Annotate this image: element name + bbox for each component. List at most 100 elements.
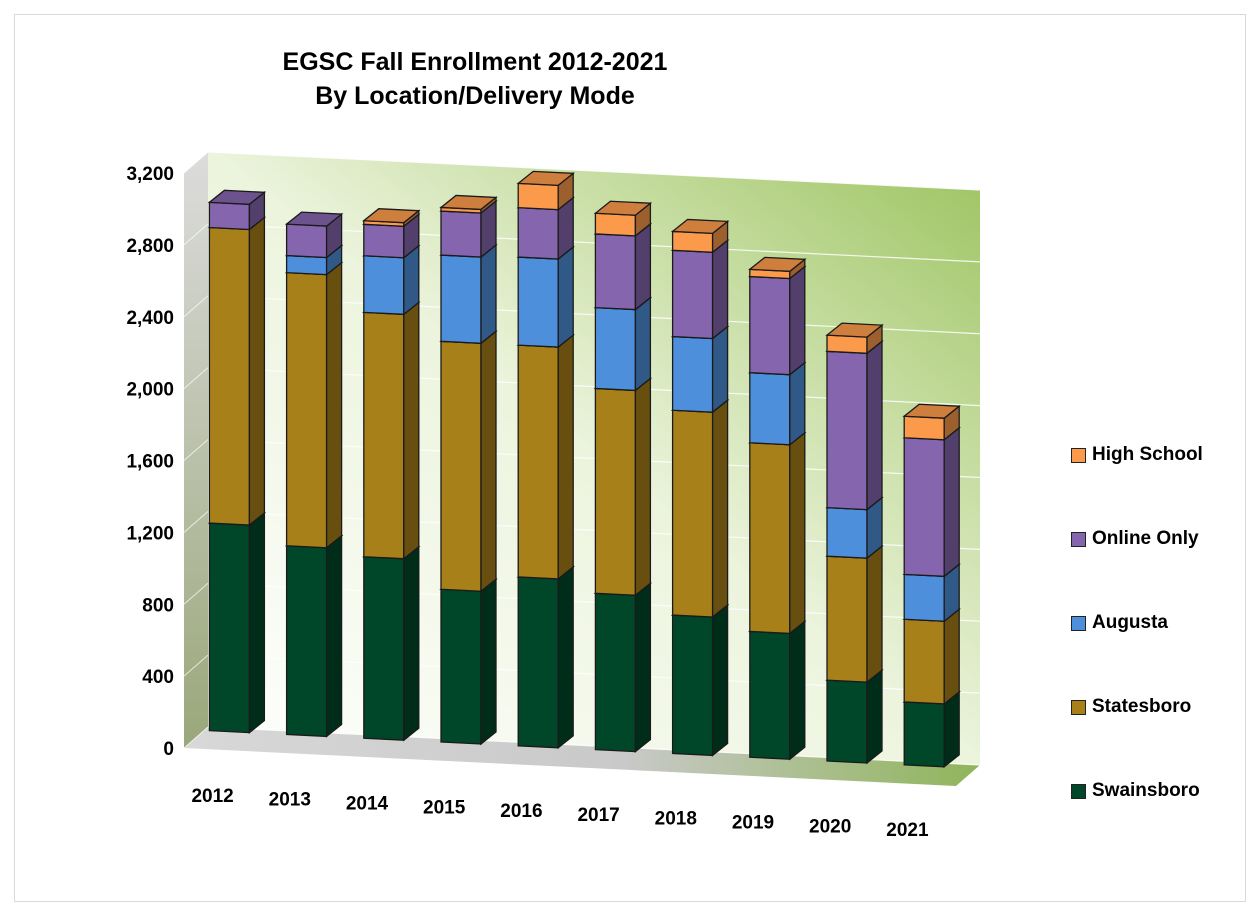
bar-side — [634, 222, 652, 311]
bar-segment — [362, 544, 421, 742]
bar-side — [634, 581, 652, 753]
bar-side — [480, 329, 497, 593]
bar-segment — [748, 256, 807, 280]
legend-label: Augusta — [1092, 612, 1168, 633]
bar-top — [748, 256, 807, 272]
legend-item: Online Only — [1071, 527, 1259, 551]
legend-label: Statesboro — [1092, 696, 1192, 717]
gridline-side — [183, 367, 209, 390]
bar-front — [749, 275, 791, 376]
bar-segment — [439, 242, 498, 345]
bar-front — [903, 415, 945, 441]
bar-segment — [902, 403, 961, 442]
bar-top — [207, 189, 267, 205]
bar-segment — [593, 294, 653, 392]
bar-side — [943, 607, 960, 706]
bar-front — [903, 618, 945, 705]
bar-segment — [516, 244, 575, 349]
bar-top — [439, 194, 498, 211]
x-tick-label: 2018 — [655, 809, 697, 830]
bar-segment — [284, 259, 344, 550]
bar-front — [671, 614, 714, 757]
bar-top — [902, 403, 961, 419]
y-tick-label: 1,200 — [126, 523, 174, 544]
bar-front — [594, 592, 637, 753]
x-tick-label: 2015 — [423, 797, 466, 818]
gridline-side — [183, 295, 209, 318]
bar-segment — [825, 667, 884, 765]
bar-side — [711, 603, 729, 757]
legend-item: High School — [1071, 443, 1259, 467]
x-tick-label: 2013 — [269, 790, 311, 811]
bar-side — [866, 668, 883, 765]
bar-side — [325, 261, 343, 550]
bar-segment — [748, 430, 807, 635]
bar-segment — [362, 299, 421, 561]
y-tick-label: 800 — [142, 595, 174, 616]
bar-front — [363, 311, 405, 560]
bar-top — [670, 218, 730, 235]
bar-side — [634, 296, 652, 392]
gridline-side — [183, 582, 209, 605]
bar-segment — [670, 602, 730, 757]
bar-segment — [516, 564, 575, 750]
bar-segment — [439, 576, 498, 746]
bar-segment — [670, 237, 730, 340]
bar-segment — [902, 606, 961, 706]
bar-front — [517, 344, 559, 580]
bar-segment — [670, 397, 730, 619]
bar-segment — [439, 328, 498, 593]
bar-segment — [593, 200, 653, 238]
bar-side — [711, 325, 729, 414]
bar-segment — [207, 214, 267, 527]
bar-front — [285, 254, 328, 276]
bar-front — [594, 212, 637, 237]
bar-front — [671, 230, 714, 253]
bar-front — [517, 206, 559, 260]
gridline-side — [183, 654, 209, 677]
legend-item: Augusta — [1071, 611, 1259, 635]
bar-side — [557, 245, 574, 349]
y-tick-label: 3,200 — [126, 164, 174, 185]
bar-front — [208, 522, 251, 734]
bar-segment — [748, 263, 807, 377]
y-tick-label: 2,400 — [126, 308, 174, 329]
bar-front — [440, 254, 482, 344]
bar-side — [789, 620, 806, 761]
gridline-side — [183, 439, 209, 461]
legend-swatch — [1071, 615, 1086, 631]
bar-front — [440, 588, 482, 745]
bar-front — [517, 576, 559, 749]
x-tick-label: 2017 — [577, 805, 619, 826]
bar-segment — [284, 533, 344, 738]
bar-side — [557, 333, 574, 581]
bar-side — [789, 431, 806, 635]
legend: High School Online Only Augusta Statesboro S… — [1071, 443, 1259, 863]
bar-front — [826, 679, 868, 764]
bar-top — [362, 208, 421, 224]
chart-title-line: EGSC Fall Enrollment 2012-2021 — [282, 48, 668, 76]
bar-segment — [516, 332, 575, 581]
chart-subtitle-line: By Location/Delivery Mode — [315, 82, 635, 110]
legend-label: Online Only — [1092, 528, 1199, 549]
bar-top — [516, 170, 575, 187]
bar-front — [749, 630, 791, 760]
bar-segment — [593, 375, 653, 597]
bar-front — [671, 249, 714, 340]
bar-top — [284, 211, 344, 227]
bar-front — [208, 201, 251, 231]
legend-label: Swainsboro — [1092, 780, 1200, 801]
bar-top — [825, 322, 884, 338]
bar-side — [711, 238, 729, 340]
bar-front — [826, 350, 868, 511]
bar-front — [208, 226, 251, 526]
bar-segment — [207, 510, 267, 734]
bar-segment — [748, 618, 807, 761]
bar-front — [671, 409, 714, 618]
y-tick-label: 0 — [163, 739, 174, 760]
bar-front — [517, 256, 559, 348]
x-tick-label: 2021 — [886, 820, 929, 841]
bar-front — [440, 210, 482, 258]
chart-title: EGSC Fall Enrollment 2012-2021 By Locati… — [15, 45, 935, 113]
bar-front — [671, 335, 714, 413]
